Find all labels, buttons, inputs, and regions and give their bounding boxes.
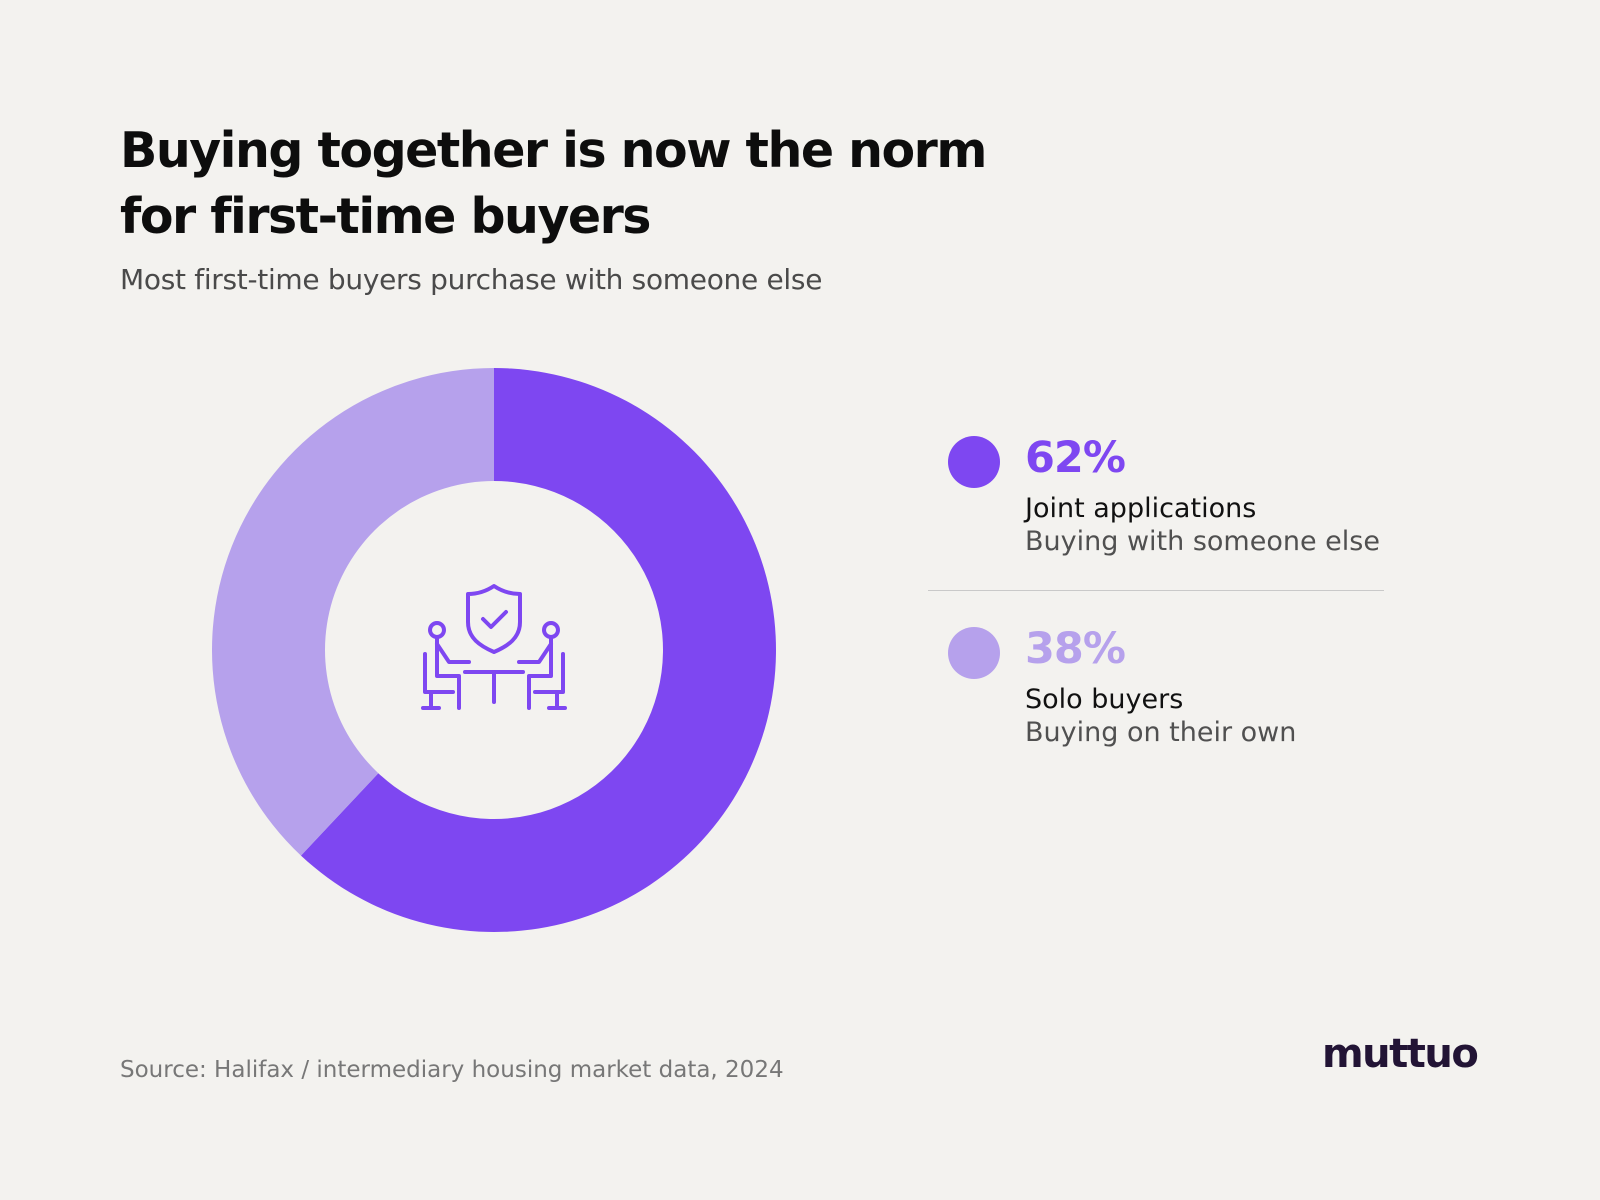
muttuo-logo: muttuo (1322, 1031, 1479, 1077)
legend-dot-joint (948, 436, 1000, 488)
legend-item-solo: 38% Solo buyers Buying on their own (948, 621, 1404, 751)
legend-label-solo: Solo buyers (1025, 684, 1184, 715)
legend-dot-solo (948, 627, 1000, 679)
legend-value-solo: 38% (1025, 624, 1126, 674)
people-meeting-shield-icon (421, 584, 567, 710)
legend-item-joint: 62% Joint applications Buying with someo… (948, 430, 1404, 560)
donut-chart-svg (212, 368, 776, 932)
source-note: Source: Halifax / intermediary housing m… (120, 1057, 784, 1083)
legend-label-joint: Joint applications (1025, 493, 1257, 524)
legend-desc-joint: Buying with someone else (1025, 526, 1380, 557)
legend-desc-solo: Buying on their own (1025, 717, 1297, 748)
donut-chart (212, 368, 776, 932)
legend-value-joint: 62% (1025, 433, 1126, 483)
chart-subtitle: Most first-time buyers purchase with som… (120, 263, 823, 296)
donut-slice-joint-applications (300, 368, 776, 932)
chart-legend: 62% Joint applications Buying with someo… (928, 430, 1404, 751)
chart-title: Buying together is now the norm for firs… (120, 122, 987, 245)
donut-slice-solo-buyers (212, 368, 494, 856)
legend-divider (928, 590, 1384, 591)
